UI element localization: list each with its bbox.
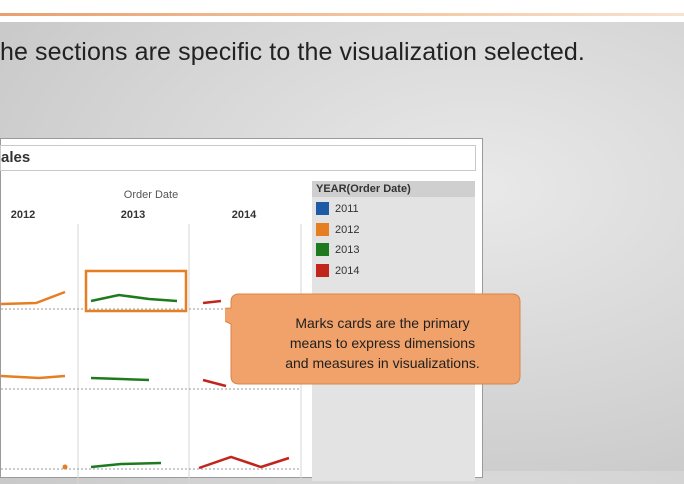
column-header-2014[interactable]: 2014 — [231, 209, 257, 221]
column-header-2013[interactable]: 2013 — [120, 209, 146, 221]
highlight-box[interactable] — [84, 269, 188, 313]
legend-label: 2012 — [335, 224, 360, 236]
legend-item-2011[interactable]: 2011 — [316, 202, 359, 216]
line-mark-2012-row2 — [1, 374, 66, 380]
callout-line-1: Marks cards are the primary — [295, 315, 470, 331]
legend-swatch — [316, 243, 329, 256]
legend-label: 2013 — [335, 244, 360, 256]
line-mark-2013-row1 — [90, 293, 178, 303]
legend-swatch — [316, 223, 329, 236]
line-mark-2014-row3 — [198, 455, 290, 470]
slide-headline: he sections are specific to the visualiz… — [0, 38, 585, 66]
small-multiples-grid — [1, 224, 302, 484]
line-mark-2013-row2 — [90, 376, 150, 382]
legend-label: 2011 — [335, 203, 359, 215]
legend-title: YEAR(Order Date) — [312, 181, 475, 197]
line-mark-2014-row2 — [202, 378, 227, 388]
line-mark-2014-row1 — [202, 299, 222, 305]
line-mark-2012-row1 — [1, 290, 66, 306]
callout-text: Marks cards are the primary means to exp… — [245, 313, 520, 373]
legend-swatch — [316, 264, 329, 277]
legend-item-2012[interactable]: 2012 — [316, 223, 359, 237]
legend-swatch — [316, 202, 329, 215]
callout-bubble: Marks cards are the primary means to exp… — [225, 290, 523, 390]
slide-top-rule — [0, 13, 684, 16]
viz-title: ales — [1, 149, 31, 166]
legend-item-2014[interactable]: 2014 — [316, 264, 359, 278]
point-mark-2012-row3 — [62, 464, 68, 470]
callout-line-3: and measures in visualizations. — [285, 355, 480, 371]
column-header-2012[interactable]: 2012 — [10, 209, 36, 221]
line-mark-2013-row3 — [90, 461, 162, 469]
viz-title-box[interactable]: ales — [0, 145, 476, 171]
slide-top-strip — [0, 0, 684, 22]
legend-label: 2014 — [335, 265, 360, 277]
callout-shape — [225, 293, 521, 385]
legend-item-2013[interactable]: 2013 — [316, 243, 359, 257]
callout-line-2: means to express dimensions — [289, 335, 476, 351]
column-group-label: Order Date — [123, 189, 179, 201]
